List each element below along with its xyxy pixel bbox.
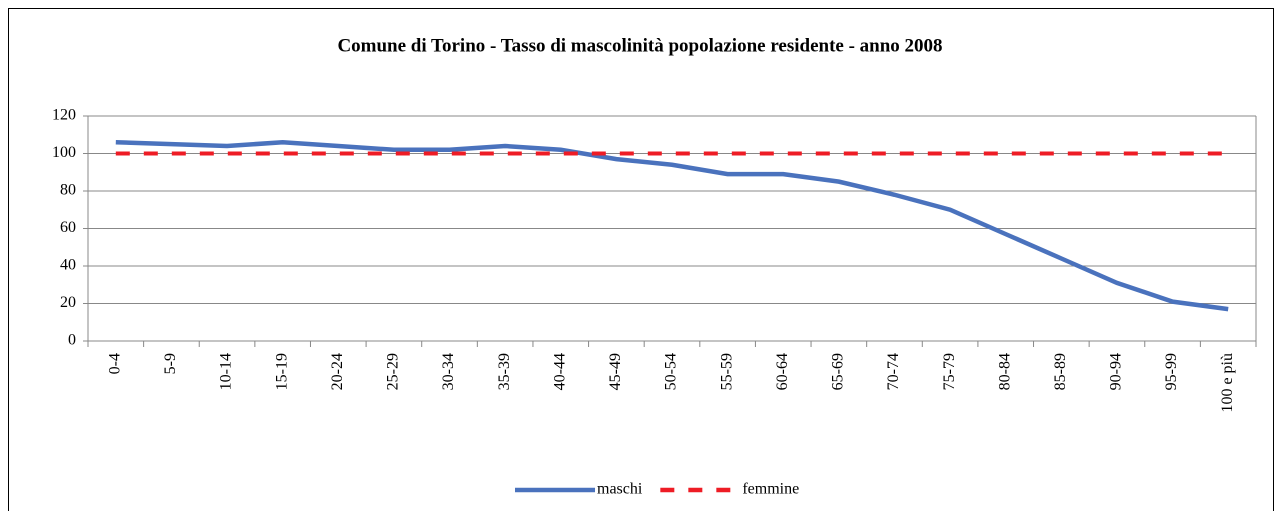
x-tick-label: 70-74 [885, 353, 902, 390]
x-tick-label: 60-64 [774, 353, 791, 390]
series-line [115, 139, 1229, 312]
chart-frame [8, 8, 1274, 511]
x-tick-label: 40-44 [551, 353, 568, 390]
legend-label: femmine [742, 481, 799, 498]
x-tick-label: 85-89 [1052, 353, 1069, 390]
x-tick-label: 80-84 [996, 353, 1013, 390]
x-tick-label: 30-34 [440, 353, 457, 390]
x-tick-label: 5-9 [162, 353, 179, 374]
x-tick-label: 65-69 [830, 353, 847, 390]
chart-title: Comune di Torino - Tasso di mascolinità … [337, 35, 942, 56]
x-tick-label: 10-14 [218, 353, 235, 390]
x-tick-label: 15-19 [273, 353, 290, 390]
y-tick-label: 80 [60, 182, 76, 199]
y-tick-label: 0 [68, 332, 76, 349]
legend-label: maschi [597, 481, 643, 498]
y-tick-label: 40 [60, 257, 76, 274]
x-tick-label: 35-39 [496, 353, 513, 390]
y-tick-label: 120 [52, 107, 76, 124]
x-tick-label: 75-79 [941, 353, 958, 390]
x-tick-label: 90-94 [1108, 353, 1125, 390]
x-tick-label: 20-24 [329, 353, 346, 390]
x-tick-label: 95-99 [1163, 353, 1180, 390]
x-tick-label: 45-49 [607, 353, 624, 390]
x-tick-label: 25-29 [385, 353, 402, 390]
y-tick-label: 60 [60, 219, 76, 236]
y-tick-label: 20 [60, 294, 76, 311]
x-tick-label: 0-4 [106, 353, 123, 374]
x-tick-label: 55-59 [718, 353, 735, 390]
y-tick-label: 100 [52, 144, 76, 161]
x-tick-label: 100 e più [1219, 353, 1236, 413]
x-tick-label: 50-54 [663, 353, 680, 390]
